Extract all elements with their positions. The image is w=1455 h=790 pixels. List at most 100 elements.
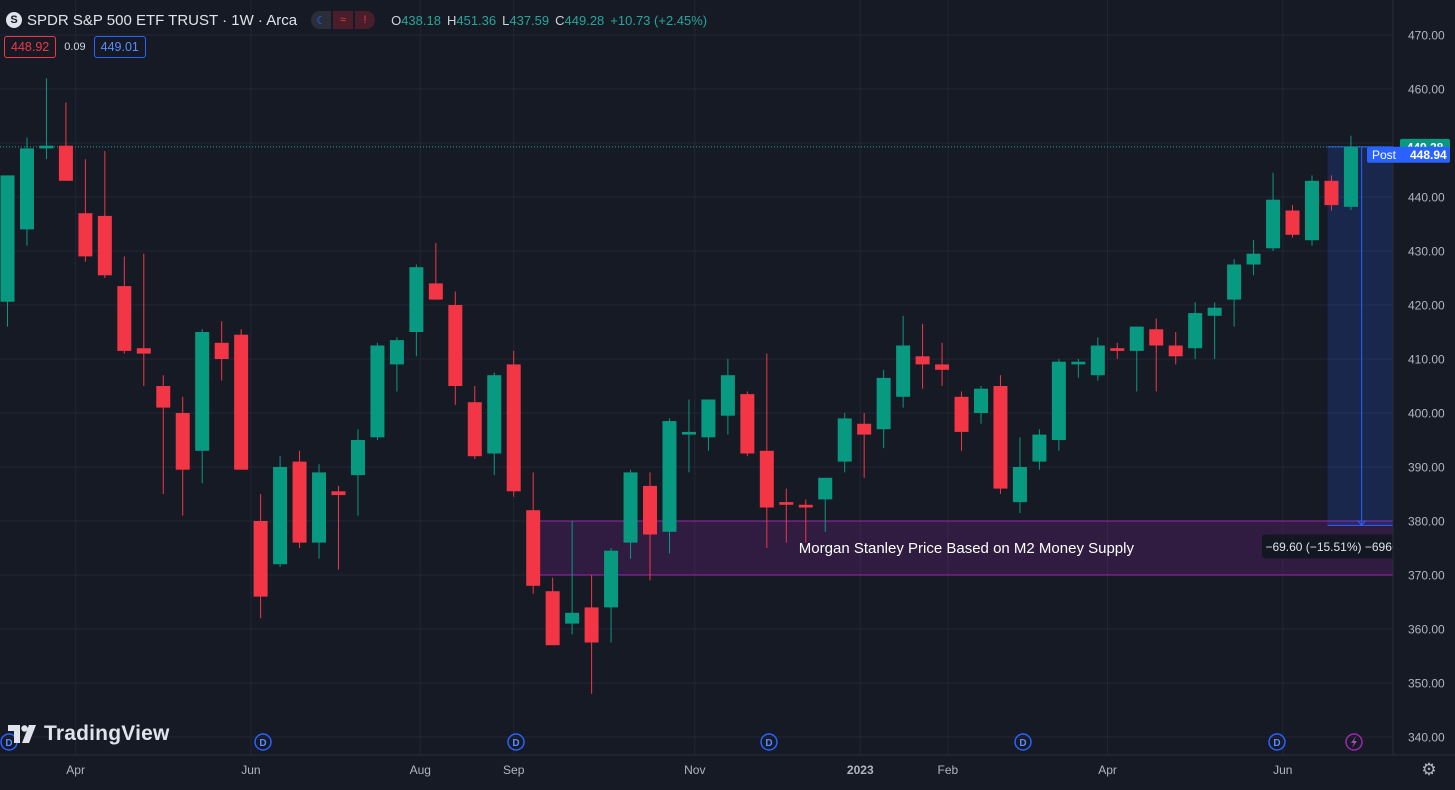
candle-body[interactable] — [1285, 210, 1300, 235]
candle-body[interactable] — [487, 375, 502, 454]
low-value: 437.59 — [509, 12, 550, 28]
candle-body[interactable] — [701, 399, 716, 438]
time-axis-tick-label: Jun — [241, 763, 260, 777]
candle-body[interactable] — [818, 477, 833, 500]
candle-body[interactable] — [156, 386, 171, 408]
symbol-title[interactable]: SPDR S&P 500 ETF TRUST · 1W · Arca — [27, 11, 298, 29]
candle-body[interactable] — [857, 423, 872, 435]
candle-body[interactable] — [565, 612, 580, 624]
candle-body[interactable] — [954, 396, 969, 432]
candle-body[interactable] — [292, 461, 307, 543]
price-axis-tick-label: 390.00 — [1408, 461, 1445, 475]
candle-body[interactable] — [1207, 307, 1222, 316]
candle-body[interactable] — [681, 431, 696, 435]
candle-body[interactable] — [195, 332, 210, 451]
candle-body[interactable] — [1304, 180, 1319, 241]
candle-body[interactable] — [331, 491, 346, 496]
candle-body[interactable] — [0, 175, 15, 302]
candle-body[interactable] — [779, 502, 794, 505]
time-axis-tick-label: Apr — [66, 763, 85, 777]
candle-body[interactable] — [720, 375, 735, 416]
data-delay-icon[interactable]: ≈ — [333, 11, 354, 29]
candle-body[interactable] — [234, 334, 249, 470]
candle-body[interactable] — [643, 485, 658, 535]
candle-body[interactable] — [117, 286, 132, 351]
candle-body[interactable] — [175, 413, 190, 470]
candle-body[interactable] — [1324, 180, 1339, 206]
candle-body[interactable] — [97, 215, 112, 276]
candle-body[interactable] — [1343, 146, 1358, 207]
dividend-event-letter: D — [1273, 738, 1280, 749]
candle-body[interactable] — [1032, 434, 1047, 462]
candle-body[interactable] — [1051, 361, 1066, 440]
chart-settings-gear-icon[interactable]: ⚙ — [1421, 760, 1437, 779]
candle-body[interactable] — [1110, 348, 1125, 351]
candle-body[interactable] — [506, 364, 521, 492]
dividend-event-icon[interactable] — [507, 733, 525, 751]
candle-body[interactable] — [214, 342, 229, 359]
candle-body[interactable] — [623, 472, 638, 543]
candle-body[interactable] — [798, 504, 813, 508]
candle-body[interactable] — [1227, 264, 1242, 300]
candle-body[interactable] — [409, 267, 424, 332]
candle-body[interactable] — [993, 386, 1008, 489]
candle-body[interactable] — [1149, 329, 1164, 346]
m2-money-supply-zone[interactable] — [532, 520, 1401, 576]
candle-body[interactable] — [136, 348, 151, 354]
candle-body[interactable] — [58, 145, 73, 181]
candle-body[interactable] — [1266, 199, 1281, 249]
candle-body[interactable] — [389, 340, 404, 365]
candle-body[interactable] — [584, 607, 599, 643]
candle-body[interactable] — [19, 148, 34, 230]
candle-body[interactable] — [604, 550, 619, 608]
post-market-tag[interactable] — [1367, 146, 1450, 163]
candle-body[interactable] — [370, 345, 385, 438]
candle-body[interactable] — [915, 356, 930, 365]
tradingview-logo[interactable]: TradingView — [8, 722, 170, 746]
dividend-event-icon[interactable] — [760, 733, 778, 751]
candle-body[interactable] — [39, 145, 54, 149]
candle-body[interactable] — [1188, 313, 1203, 349]
ask-price-button[interactable]: 449.01 — [93, 36, 146, 58]
candle-body[interactable] — [837, 418, 852, 462]
price-axis-tick-label: 340.00 — [1408, 731, 1445, 745]
candle-body[interactable] — [896, 345, 911, 397]
candle-body[interactable] — [312, 472, 327, 543]
price-axis-tick-label: 420.00 — [1408, 299, 1445, 313]
market-closed-moon-icon[interactable]: ☾ — [311, 11, 332, 29]
candle-body[interactable] — [448, 305, 463, 386]
candle-body[interactable] — [253, 521, 268, 597]
candle-body[interactable] — [1012, 467, 1027, 503]
candle-body[interactable] — [1168, 345, 1183, 357]
candle-body[interactable] — [974, 388, 988, 413]
open-value: 438.18 — [401, 12, 441, 28]
candle-body[interactable] — [526, 510, 541, 586]
dividend-event-icon[interactable] — [1014, 733, 1032, 751]
close-key: C — [555, 12, 565, 28]
candle-body[interactable] — [467, 402, 482, 457]
candle-body[interactable] — [428, 283, 443, 300]
candle-body[interactable] — [759, 450, 774, 508]
dividend-event-icon[interactable] — [1268, 733, 1286, 751]
lightning-event-icon[interactable] — [1345, 733, 1363, 751]
candle-body[interactable] — [662, 421, 677, 532]
candle-body[interactable] — [1071, 361, 1086, 365]
candle-body[interactable] — [935, 364, 950, 370]
candle-body[interactable] — [350, 440, 365, 476]
price-change: +10.73 (+2.45%) — [610, 12, 708, 28]
candle-body[interactable] — [1129, 326, 1144, 351]
candle-body[interactable] — [1090, 345, 1105, 376]
candle-body[interactable] — [876, 377, 891, 430]
candle-body[interactable] — [273, 467, 288, 565]
candle-body[interactable] — [1246, 253, 1261, 265]
candle-body[interactable] — [78, 213, 93, 257]
price-axis[interactable] — [1393, 0, 1455, 755]
dividend-event-letter: D — [1019, 738, 1026, 749]
bid-price-button[interactable]: 448.92 — [4, 36, 57, 58]
dividend-event-letter: D — [5, 738, 12, 749]
candle-body[interactable] — [740, 394, 755, 454]
warning-icon[interactable]: ! — [355, 11, 376, 29]
candle-body[interactable] — [545, 591, 560, 646]
dividend-event-icon[interactable] — [254, 733, 272, 751]
